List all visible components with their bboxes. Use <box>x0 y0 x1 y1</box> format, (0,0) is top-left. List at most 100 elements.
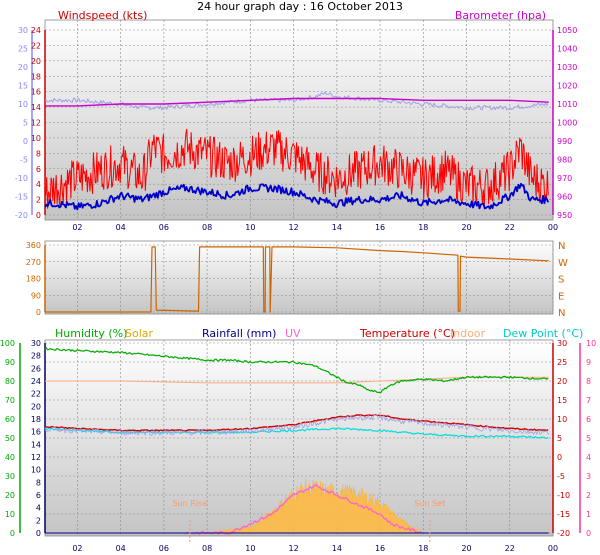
solar-rain-tick-label: 28 <box>31 352 41 361</box>
barometer-tick-label: 1000 <box>557 119 577 128</box>
indoor-label: Indoor <box>450 327 486 340</box>
grid-lines <box>45 20 554 536</box>
humidity-line <box>44 347 549 394</box>
rainfall-label: Rainfall (mm) <box>202 327 276 340</box>
solar-rain-tick-label: 18 <box>31 415 41 424</box>
temperature-tick-label: 10 <box>557 415 567 424</box>
uv-tick-label: 2 <box>586 491 591 500</box>
wind-outer-tick-label: 25 <box>18 45 28 54</box>
uv-line <box>185 483 423 535</box>
x-tick-label: 02 <box>72 544 82 553</box>
axes: 0202040406060808101012121414161618182020… <box>0 26 596 553</box>
temperature-tick-label: 0 <box>557 453 562 462</box>
x-tick-label: 08 <box>202 223 212 232</box>
humidity-label: Humidity (%) <box>55 327 127 340</box>
humidity-tick-label: 70 <box>5 396 15 405</box>
temperature-tick-label: 15 <box>557 396 567 405</box>
sunset-label: Sun Set <box>414 499 445 508</box>
barometer-tick-label: 1050 <box>557 26 577 35</box>
x-tick-label: 06 <box>159 544 169 553</box>
wind-outer-tick-label: 5 <box>23 119 28 128</box>
barometer-tick-label: 970 <box>557 174 572 183</box>
sunrise-label: Sun Rise <box>173 499 208 508</box>
uv-tick-label: 9 <box>586 358 591 367</box>
solar-rain-tick-label: 0 <box>36 529 41 538</box>
direction-tick-label: 90 <box>31 291 41 300</box>
uv-tick-label: 1 <box>586 510 591 519</box>
uv-label: UV <box>285 327 301 340</box>
barometer-tick-label: 1040 <box>557 45 577 54</box>
wind-inner-tick-label: 22 <box>31 41 41 50</box>
wind-outer-tick-label: 10 <box>18 100 28 109</box>
wind-outer-tick-label: 15 <box>18 82 28 91</box>
direction-tick-label: 180 <box>26 275 41 284</box>
x-tick-label: 10 <box>245 544 255 553</box>
temperature-label: Temperature (°C) <box>359 327 455 340</box>
uv-tick-label: 5 <box>586 434 591 443</box>
barometer-tick-label: 990 <box>557 137 572 146</box>
x-tick-label: 06 <box>159 223 169 232</box>
uv-tick-label: 6 <box>586 415 591 424</box>
temperature-tick-label: 5 <box>557 434 562 443</box>
uv-tick-label: 0 <box>586 529 591 538</box>
temperature-tick-label: -15 <box>557 510 570 519</box>
uv-tick-label: 8 <box>586 377 591 386</box>
wind-inner-tick-label: 6 <box>36 165 41 174</box>
humidity-tick-label: 20 <box>5 491 15 500</box>
x-tick-label: 16 <box>375 544 385 553</box>
x-tick-label: 04 <box>116 544 126 553</box>
wind-inner-tick-label: 24 <box>31 26 41 35</box>
humidity-tick-label: 100 <box>0 339 15 348</box>
wind-outer-tick-label: -5 <box>20 156 28 165</box>
solar-rain-tick-label: 20 <box>31 402 41 411</box>
solar-rain-tick-label: 14 <box>31 440 41 449</box>
wind-outer-tick-label: -10 <box>15 174 28 183</box>
temperature-tick-label: -5 <box>557 472 565 481</box>
compass-tick-label: N <box>558 241 565 252</box>
wind-inner-tick-label: 0 <box>36 211 41 220</box>
direction-panel-background <box>44 240 554 315</box>
humidity-tick-label: 80 <box>5 377 15 386</box>
solar-rain-tick-label: 22 <box>31 390 41 399</box>
wind-outer-tick-label: -15 <box>15 193 28 202</box>
temperature-trace-lower <box>44 414 550 436</box>
humidity-tick-label: 10 <box>5 510 15 519</box>
dew-point-label: Dew Point (°C) <box>503 327 583 340</box>
x-tick-label: 14 <box>332 544 342 553</box>
x-tick-label: 18 <box>418 223 428 232</box>
temperature-tick-label: 30 <box>557 339 567 348</box>
wind-inner-tick-label: 2 <box>36 196 41 205</box>
x-tick-label: 12 <box>289 544 299 553</box>
wind-inner-tick-label: 18 <box>31 72 41 81</box>
barometer-tick-label: 980 <box>557 156 572 165</box>
barometer-tick-label: 960 <box>557 193 572 202</box>
x-tick-label: 16 <box>375 223 385 232</box>
x-tick-label: 10 <box>245 223 255 232</box>
solar-rain-tick-label: 8 <box>36 478 41 487</box>
data-series <box>44 91 550 535</box>
wind-direction-line <box>45 246 549 313</box>
temperature-tick-label: -10 <box>557 491 570 500</box>
wind-inner-tick-label: 10 <box>31 134 41 143</box>
solar-rain-tick-label: 26 <box>31 364 41 373</box>
humidity-tick-label: 60 <box>5 415 15 424</box>
humidity-tick-label: 30 <box>5 472 15 481</box>
x-tick-label: 14 <box>332 223 342 232</box>
x-tick-label: 00 <box>548 223 558 232</box>
barometer-axis-label: Barometer (hpa) <box>455 9 546 22</box>
x-tick-label: 20 <box>461 223 471 232</box>
wind-outer-tick-label: 30 <box>18 26 28 35</box>
barometer-tick-label: 950 <box>557 211 572 220</box>
compass-tick-label: N <box>558 308 565 319</box>
barometer-tick-label: 1030 <box>557 63 577 72</box>
barometer-tick-label: 1010 <box>557 100 577 109</box>
x-tick-label: 20 <box>461 544 471 553</box>
x-tick-label: 02 <box>72 223 82 232</box>
temperature-tick-label: 25 <box>557 358 567 367</box>
x-tick-label: 18 <box>418 544 428 553</box>
uv-tick-label: 3 <box>586 472 591 481</box>
windspeed-axis-label: Windspeed (kts) <box>58 9 147 22</box>
wind-outer-tick-label: -20 <box>15 211 28 220</box>
wind-gust-line <box>44 128 549 209</box>
temperature-tick-label: -20 <box>557 529 570 538</box>
